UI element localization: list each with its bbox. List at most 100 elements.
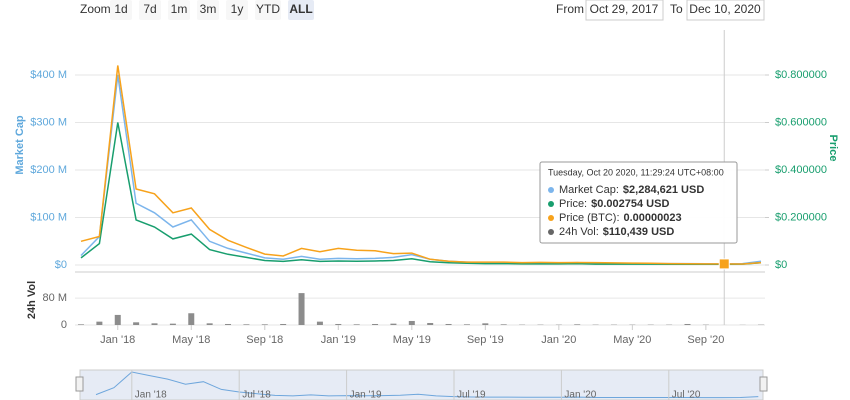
x-tick-label: Sep '19 (467, 334, 504, 346)
y2-axis-title: Price (827, 135, 839, 162)
volume-bar (298, 293, 305, 325)
tooltip-label: Market Cap: (559, 184, 619, 196)
navigator-tick-label: Jul '18 (242, 390, 271, 400)
tooltip-value: 0.00000023 (624, 212, 682, 224)
zoom-label: Zoom (80, 2, 111, 16)
navigator-tick-label: Jul '19 (457, 390, 486, 400)
y-axis-title: Market Cap (14, 115, 26, 175)
tooltip-value: $2,284,621 USD (623, 184, 704, 196)
volume-bar (482, 323, 489, 325)
volume-bar (114, 314, 121, 325)
x-tick-label: May '20 (613, 334, 651, 346)
tooltip-label: Price: (559, 198, 587, 210)
y2-tick-label: $0.200000 (775, 211, 827, 223)
volume-bar (261, 324, 268, 325)
vol-tick-label: 0 (61, 319, 67, 331)
volume-bar (206, 323, 213, 325)
tooltip-bullet (548, 201, 554, 207)
volume-bar (133, 322, 140, 325)
zoom-button[interactable] (197, 0, 219, 20)
y2-tick-label: $0.400000 (775, 164, 827, 176)
tooltip-value: $110,439 USD (603, 226, 675, 238)
navigator-tick-label: Jan '20 (564, 390, 596, 400)
zoom-button[interactable] (110, 0, 132, 20)
zoom-button[interactable] (288, 0, 314, 20)
volume-bar (463, 324, 470, 325)
x-tick-label: May '18 (172, 334, 210, 346)
zoom-button-label[interactable]: 1y (231, 2, 244, 16)
vol-tick-label: 80 M (43, 292, 67, 304)
zoom-button[interactable] (168, 0, 190, 20)
y-tick-label: $0 (55, 259, 67, 271)
to-label: To (670, 2, 683, 16)
tooltip-box (539, 161, 738, 244)
tooltip-label: Price (BTC): (559, 212, 620, 224)
navigator-line (95, 371, 759, 399)
volume-bar (169, 323, 176, 325)
zoom-button-label[interactable]: YTD (256, 2, 280, 16)
zoom-button-label[interactable]: 1m (171, 2, 188, 16)
zoom-button[interactable] (255, 0, 281, 20)
tooltip-bullet (548, 229, 554, 235)
zoom-button[interactable] (226, 0, 248, 20)
navigator-tick-label: Jul '20 (672, 390, 701, 400)
tooltip-label: 24h Vol: (559, 226, 599, 238)
x-tick-label: Jan '19 (321, 334, 356, 346)
hover-marker (718, 258, 730, 270)
to-input[interactable] (686, 0, 765, 21)
zoom-button-label[interactable]: 7d (143, 2, 156, 16)
volume-bar (390, 323, 397, 325)
navigator-tick-label: Jan '19 (350, 390, 382, 400)
x-tick-label: May '19 (393, 334, 431, 346)
volume-bar (280, 323, 287, 325)
volume-bar (316, 321, 323, 325)
vol-axis-title: 24h Vol (26, 281, 38, 319)
volume-bar (684, 323, 691, 325)
y2-tick-label: $0 (775, 259, 787, 271)
navigator-handle[interactable] (759, 376, 768, 392)
series-line (80, 122, 762, 266)
series-line (80, 65, 762, 265)
navigator-handle[interactable] (75, 376, 84, 392)
volume-bar (445, 323, 452, 325)
volume-bar (225, 323, 232, 325)
volume-bar (96, 321, 103, 325)
x-tick-label: Jan '18 (100, 334, 135, 346)
volume-bar (335, 323, 342, 325)
tooltip-bullet (548, 187, 554, 193)
zoom-button-label[interactable]: 3m (200, 2, 217, 16)
x-tick-label: Jan '20 (541, 334, 576, 346)
x-tick-label: Sep '18 (246, 334, 283, 346)
volume-bar (427, 322, 434, 325)
from-input[interactable] (585, 0, 664, 21)
volume-bar (353, 324, 360, 325)
y2-tick-label: $0.800000 (775, 69, 827, 81)
y-tick-label: $300 M (30, 116, 67, 128)
y-tick-label: $400 M (30, 69, 67, 81)
zoom-button[interactable] (139, 0, 161, 20)
volume-bar (408, 320, 415, 325)
volume-bar (188, 313, 195, 325)
y2-tick-label: $0.600000 (775, 116, 827, 128)
to-value[interactable]: Dec 10, 2020 (689, 2, 761, 16)
y-tick-label: $200 M (30, 164, 67, 176)
x-tick-label: Sep '20 (687, 334, 724, 346)
zoom-button-label[interactable]: 1d (114, 2, 127, 16)
volume-bar (151, 323, 158, 325)
volume-bar (243, 324, 250, 325)
navigator-tick-label: Jan '18 (135, 390, 167, 400)
tooltip-bullet (548, 215, 554, 221)
zoom-button-label[interactable]: ALL (289, 2, 312, 16)
volume-bar (372, 323, 379, 325)
volume-bar (78, 324, 84, 325)
navigator-mask[interactable] (79, 369, 764, 400)
volume-bar (574, 324, 581, 325)
y-tick-label: $100 M (30, 211, 67, 223)
volume-bar (500, 324, 507, 325)
from-value[interactable]: Oct 29, 2017 (590, 2, 659, 16)
tooltip-value: $0.002754 USD (591, 198, 669, 210)
from-label: From (556, 2, 584, 16)
tooltip-title: Tuesday, Oct 20 2020, 11:29:24 UTC+08:00 (548, 167, 724, 177)
